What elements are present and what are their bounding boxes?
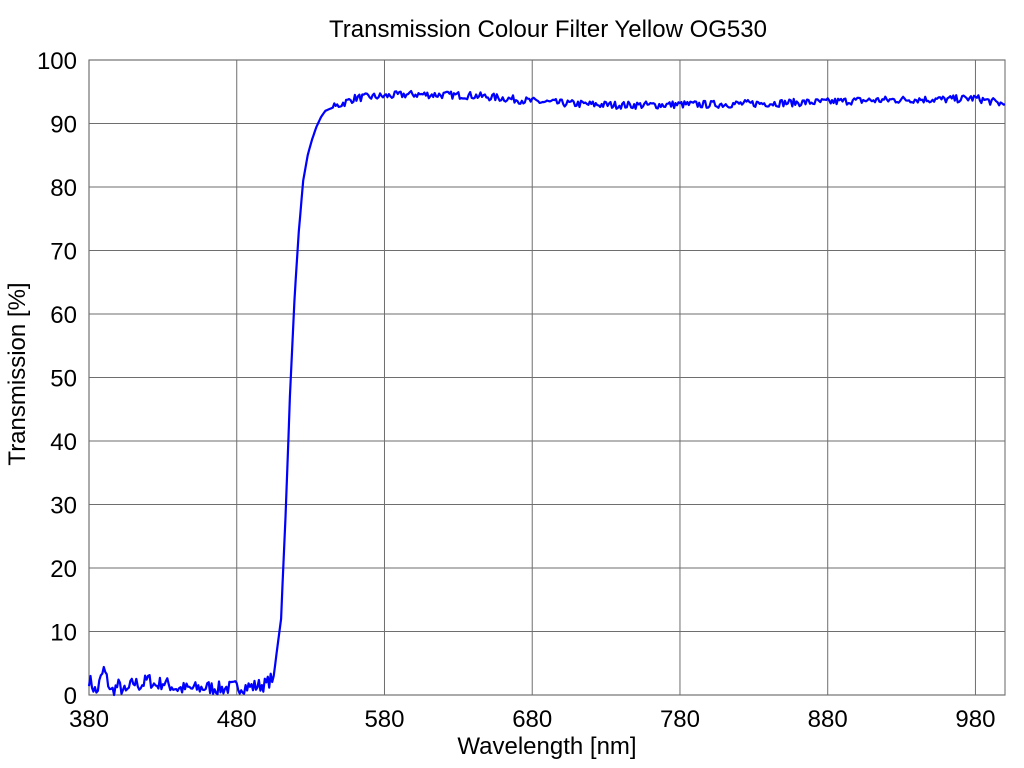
x-tick-label: 680 bbox=[512, 706, 552, 733]
y-tick-label: 10 bbox=[50, 620, 77, 647]
chart-title: Transmission Colour Filter Yellow OG530 bbox=[329, 16, 767, 43]
y-tick-label: 90 bbox=[50, 112, 77, 139]
y-tick-label: 50 bbox=[50, 366, 77, 393]
x-axis-label: Wavelength [nm] bbox=[457, 733, 637, 760]
axis-ticks: 0 10 20 30 40 50 60 70 80 90 100 380 480 580 680 780 880… bbox=[37, 48, 996, 733]
x-tick-label: 880 bbox=[808, 706, 848, 733]
x-tick-label: 580 bbox=[364, 706, 404, 733]
x-tick-label: 780 bbox=[660, 706, 700, 733]
y-tick-label: 60 bbox=[50, 302, 77, 329]
y-tick-label: 70 bbox=[50, 239, 77, 266]
y-tick-label: 0 bbox=[64, 683, 77, 710]
y-tick-label: 30 bbox=[50, 493, 77, 520]
y-tick-label: 20 bbox=[50, 556, 77, 583]
x-tick-label: 480 bbox=[217, 706, 257, 733]
y-tick-label: 100 bbox=[37, 48, 77, 75]
grid-lines bbox=[88, 59, 1006, 696]
y-tick-label: 40 bbox=[50, 429, 77, 456]
x-tick-label: 380 bbox=[69, 706, 109, 733]
transmission-line bbox=[87, 89, 1006, 697]
x-tick-label: 980 bbox=[955, 706, 995, 733]
y-tick-label: 80 bbox=[50, 175, 77, 202]
